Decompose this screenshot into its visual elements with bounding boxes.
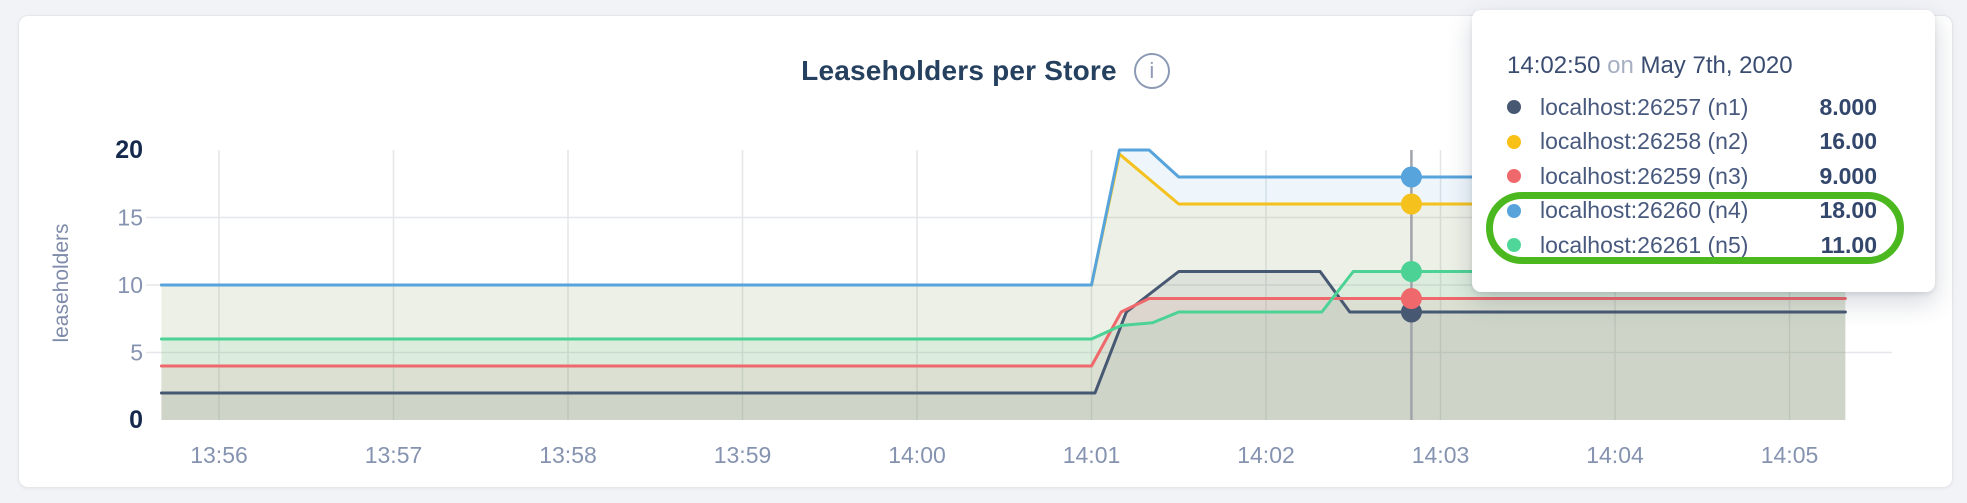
series-area: [161, 154, 1846, 421]
tooltip-row: localhost:26257 (n1) 8.000: [1507, 90, 1877, 125]
hover-tooltip: 14:02:50 on May 7th, 2020 localhost:2625…: [1472, 10, 1935, 292]
hover-point-dot[interactable]: [1400, 261, 1422, 282]
tooltip-row: localhost:26258 (n2) 16.00: [1507, 125, 1877, 160]
y-axis-tick-label: 5: [130, 340, 143, 366]
series-line: [159, 270, 1847, 395]
tooltip-series-value: 11.00: [1820, 231, 1877, 258]
series-line: [159, 297, 1847, 368]
series-color-dot-icon: [1507, 203, 1521, 218]
tooltip-date-text: May 7th, 2020: [1640, 52, 1793, 79]
tooltip-row: localhost:26259 (n3) 9.000: [1507, 159, 1877, 194]
x-axis-tick-label: 14:03: [1412, 442, 1470, 468]
hover-point-dot[interactable]: [1400, 288, 1422, 309]
series-color-dot-icon: [1507, 169, 1521, 184]
tooltip-series-value: 8.000: [1819, 93, 1877, 120]
info-icon[interactable]: i: [1133, 53, 1170, 89]
series-color-dot-icon: [1507, 134, 1521, 149]
x-axis-tick-label: 13:57: [365, 442, 423, 468]
x-axis-tick-label: 13:56: [190, 442, 248, 468]
tooltip-series-value: 18.00: [1819, 197, 1877, 224]
x-axis-tick-label: 14:04: [1586, 442, 1644, 468]
series-area: [161, 298, 1846, 420]
x-axis-tick-label: 14:01: [1063, 442, 1121, 468]
series-line: [159, 148, 1847, 287]
x-axis-tick-label: 14:00: [888, 442, 946, 468]
y-axis-tick-label: 15: [117, 205, 143, 231]
y-axis-tick-label: 20: [115, 136, 143, 164]
tooltip-series-label: localhost:26257 (n1): [1540, 93, 1749, 120]
y-axis-tick-label: 0: [129, 406, 143, 434]
y-axis-tick-label: 10: [117, 272, 143, 298]
series-color-dot-icon: [1507, 238, 1521, 253]
x-axis-tick-label: 14:05: [1761, 442, 1819, 468]
tooltip-series-label: localhost:26258 (n2): [1540, 128, 1749, 155]
x-axis-tick-label: 13:58: [539, 442, 597, 468]
series-area: [161, 271, 1846, 420]
tooltip-rows: localhost:26257 (n1) 8.000 localhost:26258…: [1507, 90, 1877, 263]
tooltip-content: 14:02:50 on May 7th, 2020 localhost:2625…: [1507, 50, 1877, 263]
tooltip-series-label: localhost:26259 (n3): [1540, 162, 1749, 189]
series-color-dot-icon: [1507, 100, 1521, 115]
x-axis-tick-label: 13:59: [714, 442, 772, 468]
tooltip-series-value: 16.00: [1819, 128, 1877, 155]
tooltip-row: localhost:26261 (n5) 11.00: [1507, 228, 1877, 263]
series-area: [161, 271, 1846, 420]
hover-point-dot[interactable]: [1400, 193, 1422, 215]
tooltip-timestamp: 14:02:50 on May 7th, 2020: [1507, 52, 1793, 79]
tooltip-series-value: 9.000: [1819, 162, 1877, 189]
series-line: [159, 270, 1847, 341]
x-axis-tick-label: 14:02: [1237, 442, 1295, 468]
tooltip-series-label: localhost:26261 (n5): [1540, 231, 1749, 258]
tooltip-time: 14:02:50: [1507, 52, 1601, 79]
tooltip-series-label: localhost:26260 (n4): [1540, 197, 1749, 224]
hover-point-dot[interactable]: [1400, 166, 1422, 188]
tooltip-row: localhost:26260 (n4) 18.00: [1507, 194, 1877, 229]
